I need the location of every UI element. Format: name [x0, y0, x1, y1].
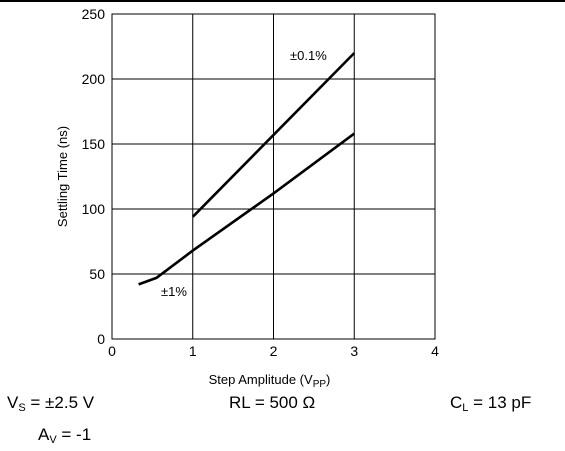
cl-symbol: C: [450, 393, 463, 412]
av-symbol: A: [38, 425, 50, 444]
y-tick-label: 150: [82, 136, 106, 152]
y-tick-label: 250: [82, 6, 106, 22]
settling-time-chart: 0 1 2 3 4 0 50 100 150 200 250 ±0.1% ±1% Settling …: [55, 6, 439, 390]
x-axis-label-main: Step Amplitude (V: [209, 372, 313, 387]
x-axis-label: Step Amplitude (VPP): [209, 372, 331, 390]
x-tick-label: 0: [108, 343, 116, 359]
y-tick-label: 0: [97, 331, 105, 347]
cl-value: = 13 pF: [468, 393, 532, 412]
tick-labels: 0 1 2 3 4 0 50 100 150 200 250: [82, 6, 439, 359]
rl-text: RL = 500 Ω: [229, 393, 316, 412]
series-line-0: [191, 52, 356, 218]
x-tick-label: 4: [431, 343, 439, 359]
av-subscript: V: [49, 434, 57, 446]
supply-voltage-condition: VS = ±2.5 V: [7, 393, 94, 414]
y-tick-label: 50: [89, 266, 105, 282]
x-axis-label-end: ): [326, 372, 330, 387]
series-label-1pct: ±1%: [161, 284, 187, 299]
x-tick-label: 2: [270, 343, 278, 359]
av-value: = -1: [56, 425, 92, 444]
plot-frame: [111, 13, 436, 340]
series-lines: [138, 52, 356, 286]
x-tick-label: 3: [350, 343, 358, 359]
x-axis-label-sub: PP: [313, 379, 327, 390]
vs-subscript: S: [18, 402, 26, 414]
series-line-1: [138, 132, 356, 286]
x-tick-label: 1: [189, 343, 197, 359]
vs-symbol: V: [7, 393, 19, 412]
vs-value: = ±2.5 V: [25, 393, 95, 412]
y-tick-label: 200: [82, 71, 106, 87]
y-axis-label: Settling Time (ns): [55, 126, 70, 227]
y-tick-label: 100: [82, 201, 106, 217]
load-resistance-condition: RL = 500 Ω: [229, 393, 315, 413]
load-capacitance-condition: CL = 13 pF: [450, 393, 531, 414]
top-rule: [0, 0, 565, 2]
gain-condition: AV = -1: [38, 425, 91, 446]
series-label-0.1pct: ±0.1%: [290, 48, 327, 63]
cl-subscript: L: [462, 402, 469, 414]
